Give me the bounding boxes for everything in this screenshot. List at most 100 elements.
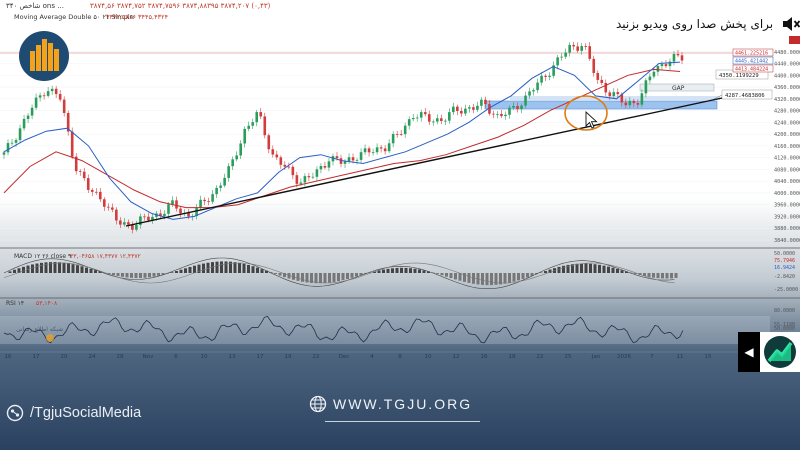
level-lower-tag: 4287.4683806 — [725, 93, 765, 99]
candle-body — [86, 178, 90, 190]
candle-body — [347, 157, 351, 162]
candle-body — [335, 156, 339, 159]
time-tick: 22 — [537, 354, 544, 360]
macd-bar — [620, 270, 624, 273]
candle-body — [235, 155, 238, 160]
social-handle: /TgjuSocialMedia — [6, 404, 141, 422]
candle-body — [387, 143, 391, 152]
macd-bar — [71, 264, 75, 273]
macd-bar — [242, 263, 246, 273]
macd-bar — [332, 273, 336, 282]
macd-bar — [467, 273, 471, 283]
macd-bar — [346, 273, 349, 280]
macd-bar — [418, 269, 421, 273]
macd-bar — [508, 273, 511, 283]
macd-bar — [211, 262, 214, 273]
candle-body — [78, 171, 82, 172]
macd-bar — [580, 263, 583, 273]
macd-signal-line — [3, 262, 675, 284]
macd-bar — [44, 262, 48, 273]
macd-bar — [593, 264, 597, 273]
unmute-text: برای پخش صدا روی ویدیو بزنید — [616, 17, 774, 31]
candle-body — [496, 113, 499, 115]
price-tick: 4480.000000 — [774, 50, 800, 56]
price-tick: 4160.000000 — [774, 144, 800, 150]
candle-body — [604, 82, 608, 93]
macd-tick: -25.0000 — [774, 287, 798, 293]
candle-body — [211, 194, 214, 202]
price-tick: 4240.000000 — [774, 120, 800, 126]
macd-histogram — [8, 261, 678, 286]
time-tick: 24 — [89, 354, 96, 360]
candle-body — [70, 131, 74, 157]
candle-body — [171, 200, 174, 205]
macd-bar — [598, 264, 601, 273]
candle-body — [572, 44, 575, 47]
ticker-badge[interactable] — [760, 332, 800, 372]
time-axis[interactable]: 16 17 20 24 28 Nov 6 10 13 17 19 22 Dec 4 8 10 12 16 18 22 2… — [5, 354, 712, 360]
candle-body — [399, 134, 403, 135]
candle-body — [251, 122, 255, 126]
candle-body — [283, 164, 287, 167]
candle-body — [564, 52, 567, 57]
candle-body — [668, 61, 672, 67]
time-tick: 11 — [677, 354, 684, 360]
macd-bar — [229, 261, 232, 273]
support-trendline[interactable] — [125, 97, 723, 227]
macd-bar — [382, 269, 385, 273]
candle-body — [435, 118, 439, 122]
muted-speaker-icon — [781, 14, 800, 34]
candle-body — [464, 108, 467, 114]
candle-body — [656, 66, 660, 72]
macd-bar — [13, 269, 16, 273]
candle-body — [10, 142, 14, 144]
macd-bar — [188, 266, 192, 273]
time-tick: 28 — [117, 354, 124, 360]
price-scale[interactable]: 4480.000000 4440.000000 4400.000000 4360.00… — [774, 50, 800, 244]
candle-body — [167, 204, 170, 214]
support-zone[interactable] — [484, 100, 718, 110]
unmute-button[interactable]: برای پخش صدا روی ویدیو بزنید — [616, 12, 800, 36]
macd-bar — [256, 267, 259, 273]
time-tick: 16 — [481, 354, 488, 360]
gap-zone[interactable] — [639, 83, 715, 92]
candle-body — [179, 208, 182, 214]
candle-body — [135, 224, 138, 230]
website-underline — [325, 421, 480, 422]
candle-body — [383, 148, 387, 152]
candle-body — [556, 57, 559, 66]
level-upper-tag: 4350.1199229 — [719, 73, 759, 79]
macd-bar — [413, 268, 417, 273]
time-tick: Nov — [143, 354, 154, 360]
candle-body — [307, 176, 311, 178]
macd-bar — [116, 273, 120, 277]
time-tick: 20 — [61, 354, 68, 360]
watermark-text: شبکه اطلاع رسانی — [16, 326, 63, 333]
macd-bar — [544, 271, 547, 273]
candle-body — [640, 93, 644, 105]
mouse-cursor-icon — [585, 110, 598, 129]
macd-bar — [481, 273, 484, 285]
macd-bar — [179, 269, 183, 273]
time-tick: 12 — [453, 354, 460, 360]
ticker-collapse-button[interactable]: ◀ — [738, 332, 760, 372]
candle-body — [415, 117, 419, 119]
candle-body — [448, 112, 451, 121]
candle-body — [391, 134, 395, 144]
price-tick: 3840.000000 — [774, 238, 800, 244]
candle-body — [207, 201, 210, 202]
candle-body — [111, 207, 114, 210]
ma-slow-line — [3, 68, 681, 209]
candle-body — [528, 91, 531, 96]
macd-bar — [503, 273, 507, 284]
candle-body — [355, 159, 359, 161]
candle-body — [14, 140, 18, 143]
website-link[interactable]: WWW.TGJU.ORG — [309, 395, 472, 413]
rsi-tick: 50.0000 — [774, 326, 795, 332]
time-tick: 7 — [650, 354, 654, 360]
candle-body — [427, 114, 431, 122]
candle-body — [504, 114, 507, 117]
macd-bar — [305, 273, 309, 283]
macd-bar — [314, 273, 318, 284]
